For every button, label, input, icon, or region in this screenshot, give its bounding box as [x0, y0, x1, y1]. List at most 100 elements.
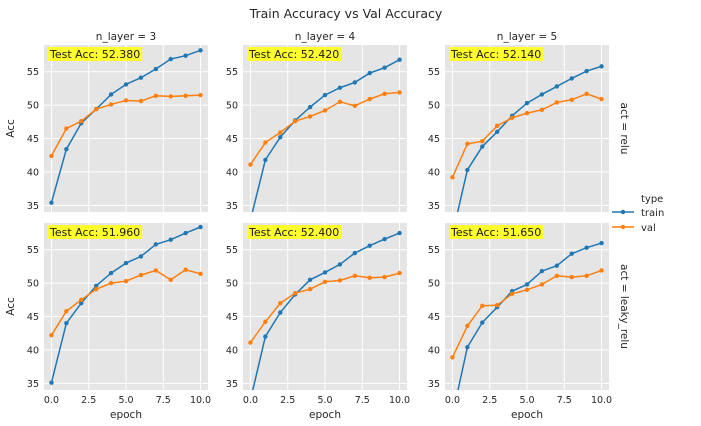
panel-r1-c3: 35 40 45 50 55 Test Acc: 52.140 n_layer = 5 act… [428, 31, 630, 212]
data-point-val [322, 279, 328, 284]
data-point-val [322, 108, 328, 113]
x-tick-label: 0.0 [243, 395, 258, 406]
data-point-val [292, 290, 298, 296]
data-point-train [123, 82, 129, 87]
data-point-val [93, 106, 99, 112]
annotation-background [449, 225, 544, 239]
data-point-val [64, 126, 69, 131]
data-point-val [108, 280, 114, 286]
data-point-train [480, 144, 485, 149]
legend-title: type [641, 194, 663, 205]
data-point-train [554, 84, 560, 89]
data-point-train [337, 262, 343, 267]
data-point-val [168, 277, 173, 282]
data-point-val [198, 271, 203, 276]
y-tick-label: 35 [428, 379, 440, 390]
data-point-train [397, 230, 402, 236]
x-tick-label: 7.5 [156, 395, 171, 406]
row-title: act = leaky_relu [618, 264, 630, 349]
data-point-train [352, 250, 358, 256]
data-point-val [554, 273, 560, 278]
annotation-background [247, 47, 342, 61]
legend-label-train: train [641, 208, 664, 219]
column-title: n_layer = 3 [96, 31, 156, 43]
data-point-val [263, 319, 268, 325]
y-tick-label: 50 [428, 279, 440, 290]
data-point-val [307, 114, 313, 119]
y-tick-label: 40 [428, 345, 440, 356]
data-point-val [450, 355, 455, 360]
data-point-train [278, 310, 283, 315]
data-point-val [123, 278, 129, 284]
series-layer [450, 240, 604, 390]
panel-r1-c1: 35 40 45 50 55 Test Acc: 52.380 n_layer = 3 Acc [5, 31, 208, 212]
data-point-train [168, 56, 173, 62]
panels-layer: 35 40 45 50 55 Test Acc: 52.380 n_layer = 3 Acc… [5, 31, 630, 421]
x-tick-label: 10.0 [389, 395, 410, 406]
data-point-val [138, 272, 144, 278]
data-point-val [539, 107, 545, 112]
y-tick-label: 45 [27, 134, 39, 145]
data-point-train [108, 270, 114, 276]
data-point-train [465, 167, 470, 173]
panel-r1-c2: 35 40 45 50 55 Test Acc: 52.420 n_layer = 4 [226, 31, 407, 212]
panel-r2-c2: 0.0 2.5 5.0 7.5 10.0 35 40 45 50 55 Test Acc: 52.4… [226, 223, 410, 421]
annotation-text: Test Acc: 52.140 [450, 48, 541, 61]
y-tick-label: 45 [226, 134, 238, 145]
data-point-train [554, 263, 560, 268]
data-point-train [64, 321, 69, 326]
data-point-val [263, 140, 268, 145]
data-point-val [138, 98, 144, 104]
data-point-val [509, 115, 515, 121]
legend: type train val [612, 194, 664, 234]
y-tick-label: 40 [226, 345, 238, 356]
data-point-val [168, 94, 173, 99]
data-point-train [494, 129, 500, 135]
data-point-val [198, 92, 203, 98]
data-point-train [382, 236, 387, 242]
data-point-train [524, 282, 530, 287]
data-point-val [153, 93, 159, 98]
x-tick-label: 7.5 [355, 395, 370, 406]
y-axis-label: Acc [5, 297, 17, 316]
x-tick-label: 5.0 [519, 395, 534, 406]
x-axis-label: epoch [511, 409, 543, 421]
y-tick-label: 55 [226, 245, 238, 256]
y-tick-label: 50 [428, 101, 440, 112]
data-point-val [599, 96, 604, 102]
data-point-val [248, 162, 253, 167]
y-tick-label: 50 [27, 101, 39, 112]
data-point-val [539, 282, 545, 287]
y-tick-label: 40 [27, 345, 39, 356]
test-acc-annotation: Test Acc: 51.960 [48, 225, 143, 239]
data-point-val [108, 102, 114, 107]
data-point-val [79, 118, 84, 124]
y-tick-label: 45 [428, 312, 440, 323]
data-point-train [367, 243, 372, 248]
data-point-val [569, 274, 574, 280]
data-point-train [397, 57, 402, 62]
data-point-val [584, 273, 589, 278]
data-point-val [367, 96, 372, 102]
data-point-train [307, 277, 313, 282]
data-point-train [278, 134, 283, 140]
x-tick-label: 0.0 [44, 395, 59, 406]
data-point-val [584, 91, 589, 96]
data-point-val [79, 297, 84, 303]
y-tick-label: 55 [428, 245, 440, 256]
data-point-val [382, 91, 387, 96]
y-tick-label: 55 [27, 67, 39, 78]
x-tick-label: 0.0 [445, 395, 460, 406]
data-point-val [64, 308, 69, 314]
series-layer [248, 230, 402, 390]
annotation-background [247, 225, 342, 239]
data-point-train [168, 237, 173, 242]
test-acc-annotation: Test Acc: 51.650 [449, 225, 544, 239]
y-tick-label: 45 [226, 312, 238, 323]
data-point-val [93, 286, 99, 292]
data-point-train [108, 92, 114, 97]
column-title: n_layer = 5 [497, 31, 557, 43]
annotation-text: Test Acc: 52.400 [248, 226, 339, 239]
data-point-val [494, 123, 500, 129]
figure-title: Train Accuracy vs Val Accuracy [249, 6, 443, 21]
